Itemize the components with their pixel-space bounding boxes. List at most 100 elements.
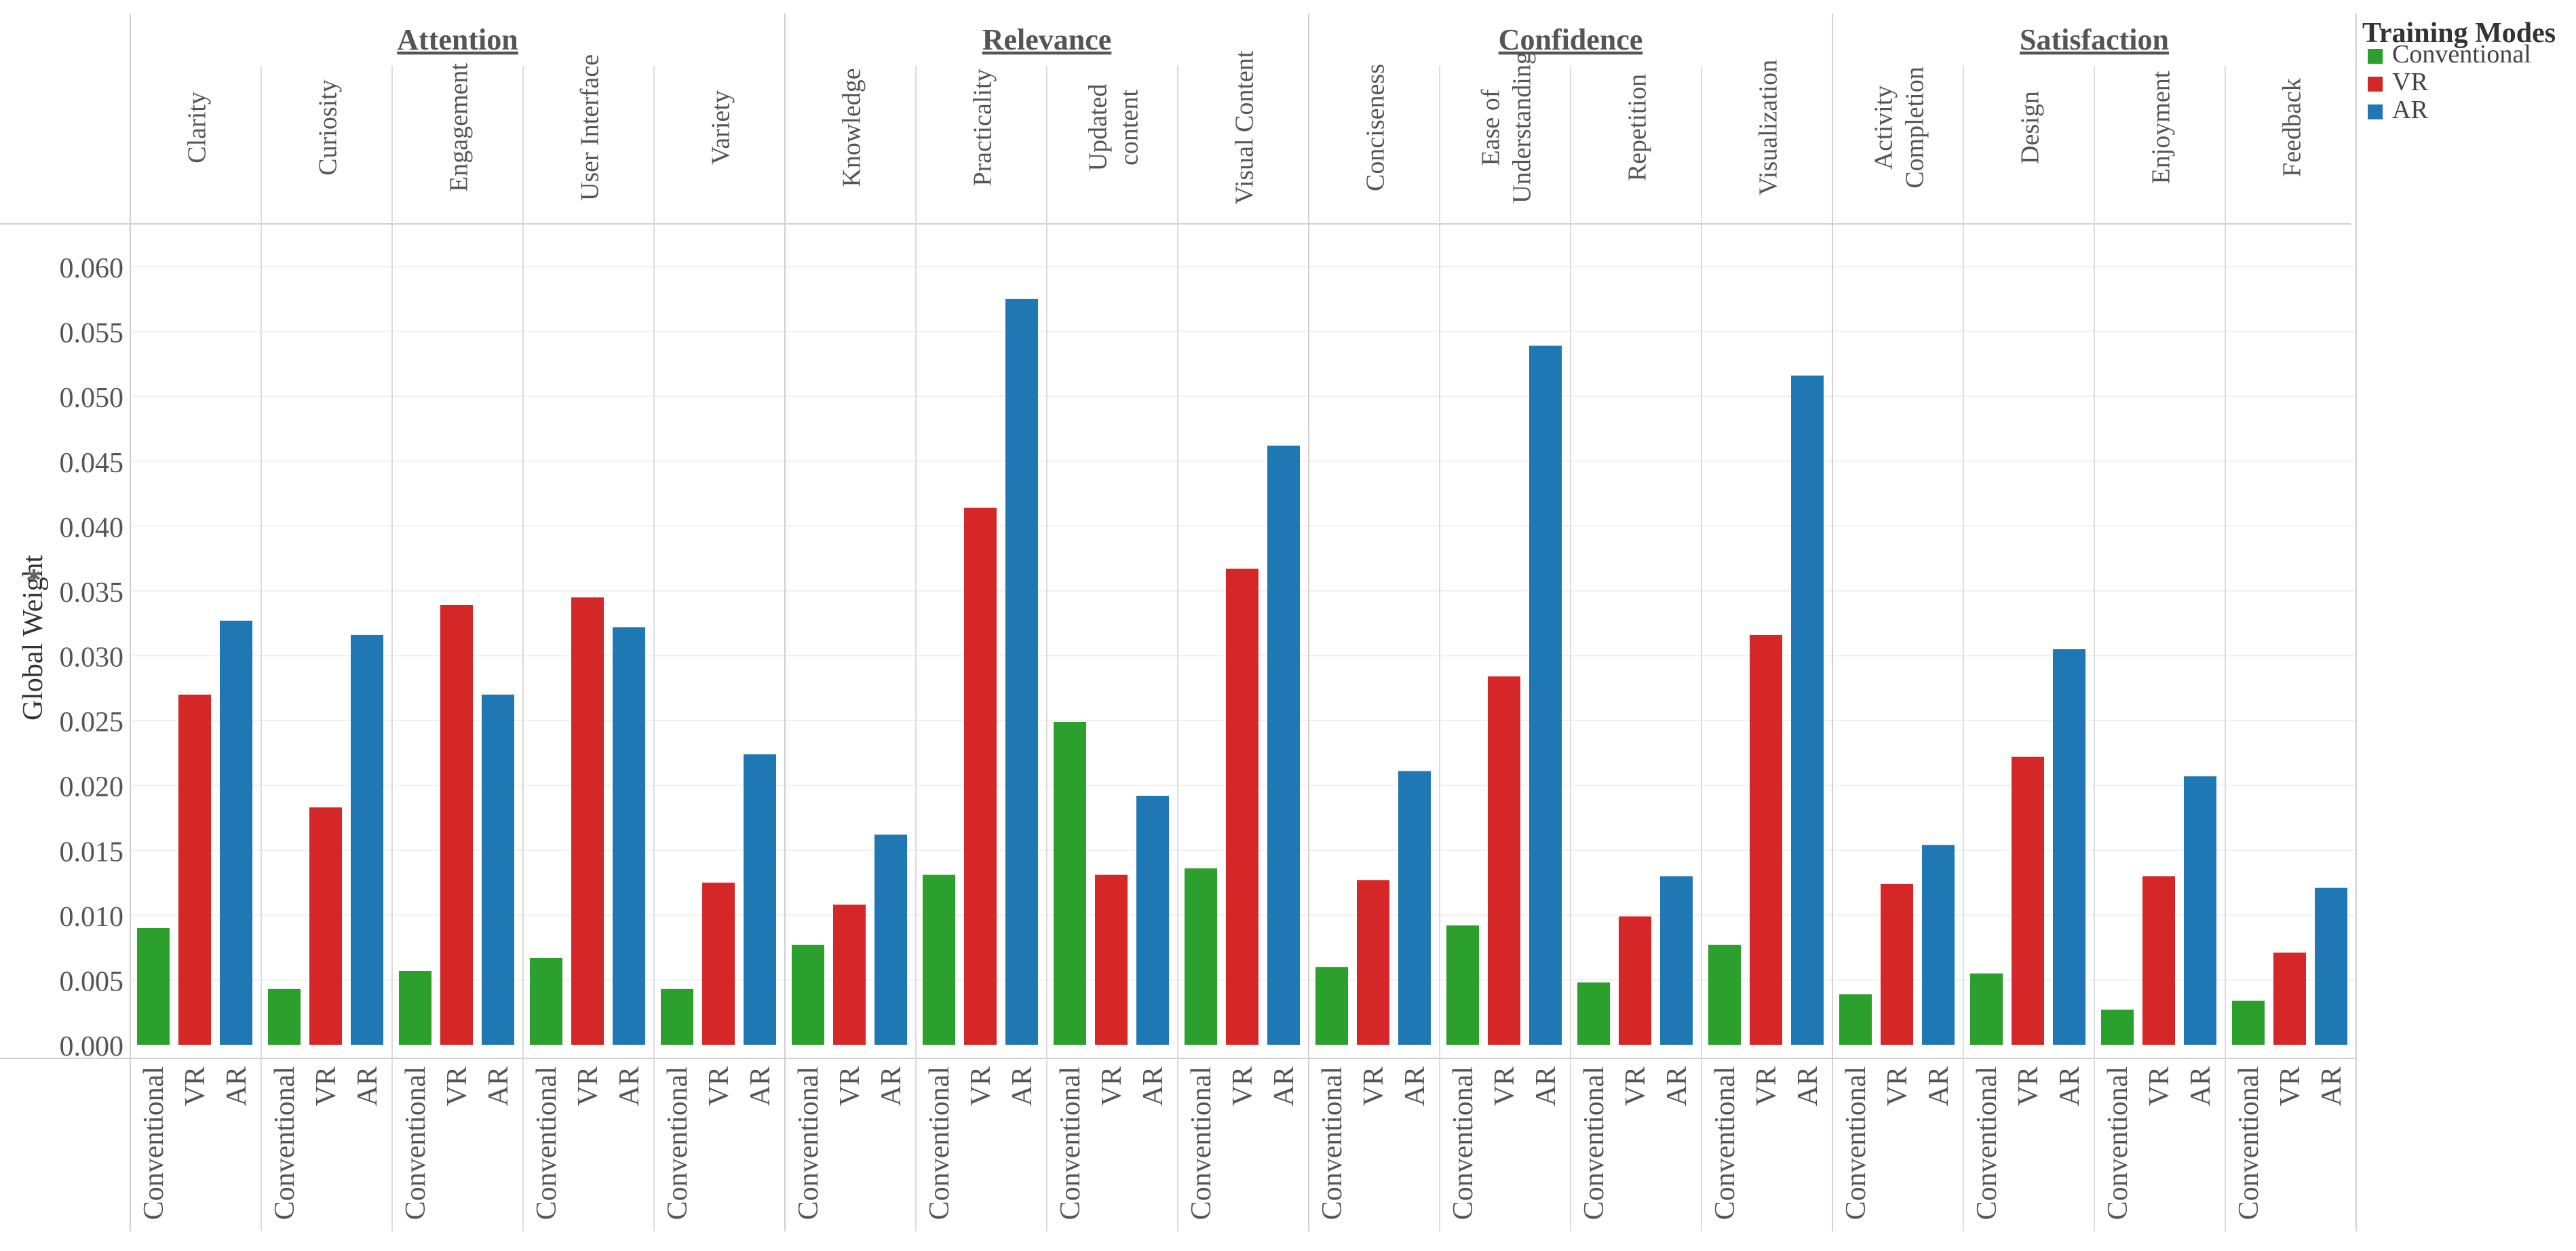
criterion-label: Curiosity [314, 79, 343, 175]
y-tick-label: 0.015 [60, 836, 124, 868]
criterion-label: Engagement [445, 63, 474, 192]
bar-ar [1005, 299, 1038, 1045]
bar-conventional [2232, 1001, 2265, 1045]
x-tick-label: AR [745, 1066, 776, 1106]
x-tick-label: VR [2144, 1066, 2175, 1106]
x-tick-label: Conventional [400, 1066, 431, 1220]
x-tick-label: Conventional [1055, 1066, 1086, 1220]
bar-ar [482, 694, 514, 1045]
x-tick-label: VR [180, 1066, 211, 1106]
bar-ar [1922, 845, 1955, 1045]
bar-vr [571, 597, 604, 1045]
x-tick-label: AR [221, 1066, 252, 1106]
bar-vr [964, 507, 997, 1045]
bar-vr [702, 883, 735, 1045]
bar-vr [2273, 952, 2306, 1045]
bar-ar [1529, 345, 1562, 1045]
bar-vr [833, 904, 866, 1045]
x-tick-label: VR [311, 1066, 342, 1106]
x-tick-label: Conventional [1841, 1066, 1872, 1220]
criterion-label: Visualization [1754, 60, 1783, 195]
criterion-label: Updated [1084, 84, 1113, 172]
y-tick-label: 0.045 [60, 448, 124, 479]
group-title-attention: Attention [397, 23, 518, 56]
x-tick-label: VR [573, 1066, 604, 1106]
y-tick-label: 0.005 [60, 966, 124, 997]
group-title-satisfaction: Satisfaction [2020, 23, 2169, 56]
x-tick-label: VR [442, 1066, 473, 1106]
bar-conventional [923, 874, 955, 1045]
x-tick-label: VR [704, 1066, 735, 1106]
x-tick-label: VR [1227, 1066, 1258, 1106]
x-tick-label: AR [1531, 1066, 1562, 1106]
bar-ar [2315, 887, 2347, 1045]
bar-vr [1750, 634, 1782, 1045]
criterion-label: Repetition [1623, 74, 1652, 181]
x-tick-label: AR [876, 1066, 907, 1106]
x-tick-label: AR [1923, 1066, 1955, 1106]
x-tick-label: Conventional [531, 1066, 562, 1220]
x-tick-label: Conventional [138, 1066, 170, 1220]
bar-conventional [1446, 925, 1479, 1045]
bar-conventional [399, 971, 431, 1045]
x-tick-label: Conventional [1448, 1066, 1479, 1220]
bar-vr [309, 807, 342, 1045]
criterion-label: Ease of [1477, 89, 1505, 166]
bar-conventional [1577, 982, 1610, 1045]
x-tick-label: AR [1007, 1066, 1038, 1106]
bar-ar [744, 754, 776, 1045]
x-tick-label: Conventional [1317, 1066, 1348, 1220]
x-tick-label: Conventional [1186, 1066, 1217, 1220]
x-tick-label: AR [352, 1066, 383, 1106]
x-tick-label: Conventional [1710, 1066, 1741, 1220]
criterion-label: Clarity [183, 92, 212, 163]
bar-conventional [792, 944, 824, 1045]
bar-vr [1357, 880, 1389, 1045]
bar-ar [220, 620, 252, 1045]
x-tick-label: VR [1489, 1066, 1520, 1106]
y-tick-label: 0.040 [60, 512, 124, 543]
legend-swatch-ar [2368, 104, 2383, 119]
x-tick-label: Conventional [2102, 1066, 2134, 1220]
criterion-label: User Interface [576, 54, 604, 201]
x-tick-label: VR [1096, 1066, 1128, 1106]
x-tick-label: AR [2054, 1066, 2085, 1106]
x-tick-label: VR [2013, 1066, 2044, 1106]
x-tick-label: Conventional [1579, 1066, 1610, 1220]
bar-conventional [1708, 944, 1741, 1045]
y-tick-label: 0.055 [60, 318, 124, 349]
bar-vr [1881, 883, 1913, 1045]
bar-conventional [1185, 868, 1217, 1045]
bar-ar [2053, 649, 2085, 1045]
x-tick-label: VR [965, 1066, 997, 1106]
x-tick-label: Conventional [2233, 1066, 2265, 1220]
legend-label: AR [2392, 96, 2428, 124]
bar-ar [613, 627, 645, 1045]
y-tick-label: 0.020 [60, 772, 124, 803]
y-axis-label: Global Weight [18, 555, 49, 721]
criterion-label: Enjoyment [2147, 71, 2176, 184]
bar-conventional [1839, 994, 1872, 1045]
bar-conventional [661, 988, 693, 1045]
y-tick-label: 0.060 [60, 253, 124, 284]
criterion-label: Activity [1870, 85, 1898, 170]
x-tick-label: Conventional [662, 1066, 693, 1220]
bar-vr [1095, 874, 1128, 1045]
bar-conventional [1315, 967, 1348, 1045]
bar-vr [440, 604, 473, 1045]
legend-swatch-conventional [2368, 49, 2383, 64]
x-tick-label: AR [1138, 1066, 1169, 1106]
bar-ar [1660, 876, 1693, 1045]
bar-ar [2184, 776, 2216, 1045]
x-tick-label: VR [2275, 1066, 2306, 1106]
y-tick-label: 0.050 [60, 383, 124, 414]
criterion-label: Conciseness [1362, 64, 1390, 191]
criterion-label: Variety [707, 90, 735, 165]
group-title-relevance: Relevance [982, 23, 1112, 56]
y-tick-label: 0.010 [60, 902, 124, 933]
bar-ar [1136, 795, 1169, 1045]
x-tick-label: AR [483, 1066, 514, 1106]
criterion-label: Visual Content [1231, 50, 1259, 204]
criterion-label: Understanding [1508, 52, 1537, 204]
y-tick-label: 0.030 [60, 642, 124, 674]
